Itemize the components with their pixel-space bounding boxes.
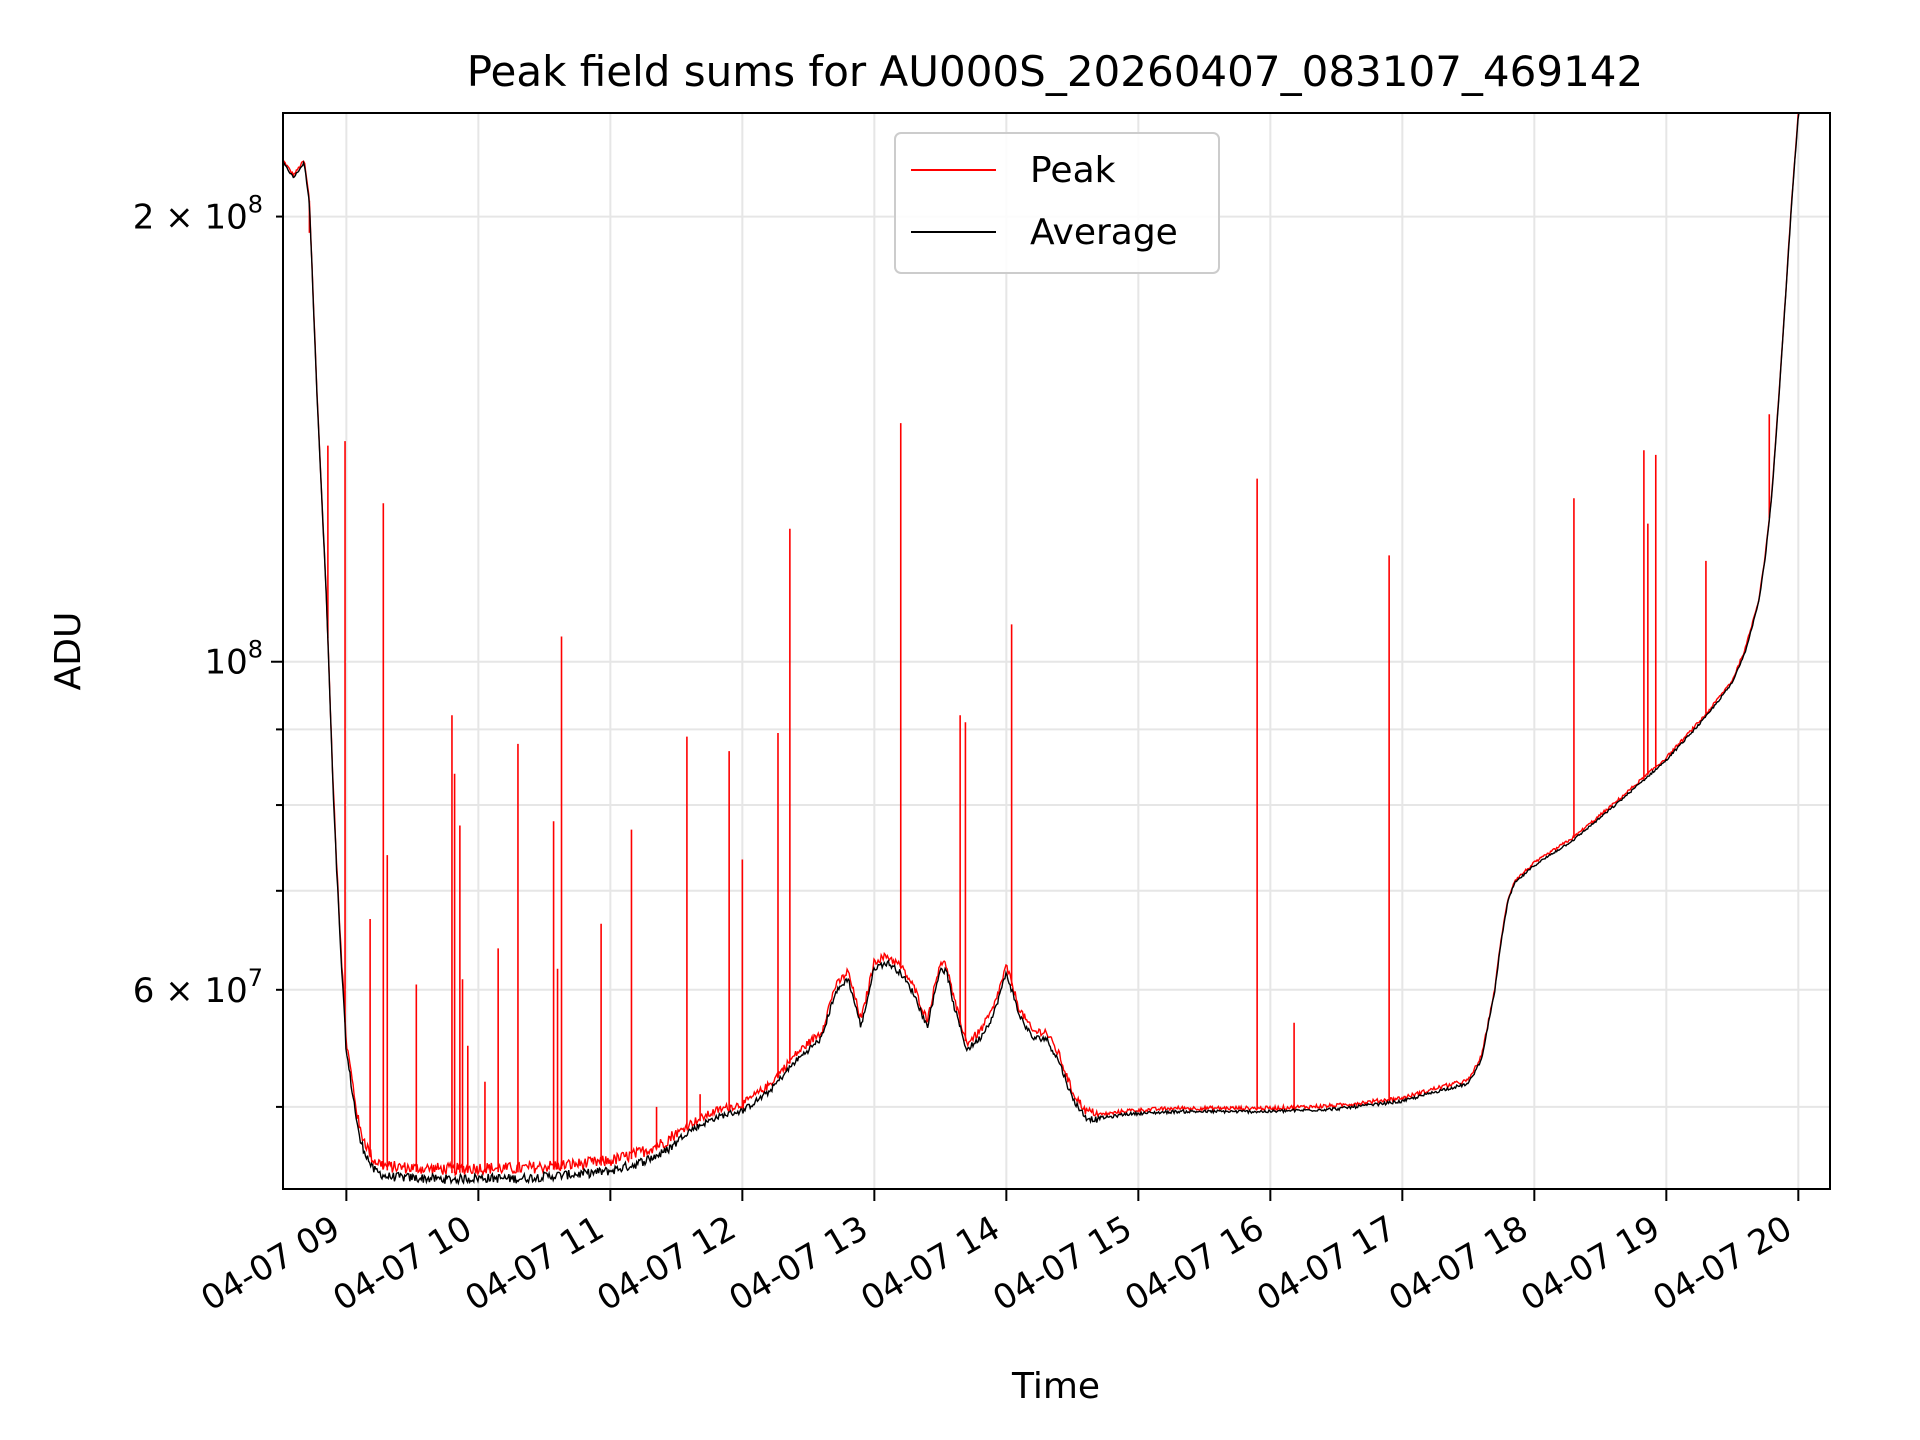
peak-line — [283, 113, 1800, 1177]
average-line — [283, 113, 1800, 1186]
average-series — [283, 113, 1800, 1186]
chart-title: Peak field sums for AU000S_20260407_0831… — [467, 47, 1644, 96]
y-tick-label: 2 × 108 — [133, 191, 263, 238]
y-tick-label: 6 × 107 — [133, 964, 263, 1011]
legend-box — [894, 132, 1220, 274]
x-axis-label: Time — [1011, 1366, 1100, 1407]
y-tick-exponent: 8 — [248, 191, 263, 219]
peak-series — [283, 113, 1800, 1177]
legend: Peak Average — [894, 132, 1220, 274]
y-tick-exponent: 7 — [248, 964, 263, 992]
y-axis: 108 6 × 107 2 × 108 — [133, 191, 283, 1108]
legend-peak-label: Peak — [1030, 150, 1116, 191]
y-tick-label: 108 — [204, 636, 263, 683]
legend-average-label: Average — [1030, 212, 1178, 253]
y-axis-label: ADU — [48, 612, 89, 691]
y-tick-mantissa: 2 — [133, 198, 155, 238]
y-tick-mantissa: 6 — [133, 971, 155, 1011]
y-tick-exponent: 8 — [248, 636, 263, 664]
plot-frame — [282, 112, 1831, 1190]
